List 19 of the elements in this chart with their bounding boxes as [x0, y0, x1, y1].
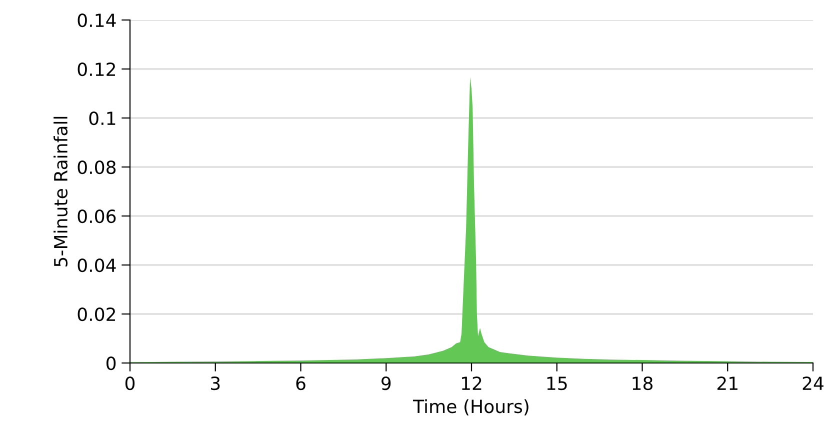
- x-tick-label: 0: [125, 376, 135, 390]
- x-tick-label: 9: [382, 376, 391, 390]
- y-tick-label: 0.14: [78, 13, 116, 28]
- x-tick-label: 3: [211, 376, 220, 390]
- x-tick-label: 18: [632, 376, 652, 390]
- y-tick-label: 0: [106, 356, 116, 370]
- x-tick-label: 15: [547, 376, 567, 390]
- y-tick-label: 0.02: [78, 307, 115, 322]
- y-tick-label: 0.04: [78, 258, 116, 272]
- y-tick-label: 0.12: [78, 62, 115, 76]
- x-tick-label: 21: [717, 376, 738, 390]
- x-tick-label: 24: [802, 376, 824, 390]
- x-tick-label: 12: [462, 376, 482, 390]
- y-tick-label: 0.06: [78, 209, 116, 224]
- y-tick-label: 0.08: [78, 160, 116, 174]
- y-tick-label: 0.1: [89, 111, 116, 126]
- y-axis-title: 5-Minute Rainfall: [54, 116, 68, 266]
- x-tick-label: 6: [296, 376, 306, 390]
- x-axis-title: Time (Hours): [412, 399, 528, 416]
